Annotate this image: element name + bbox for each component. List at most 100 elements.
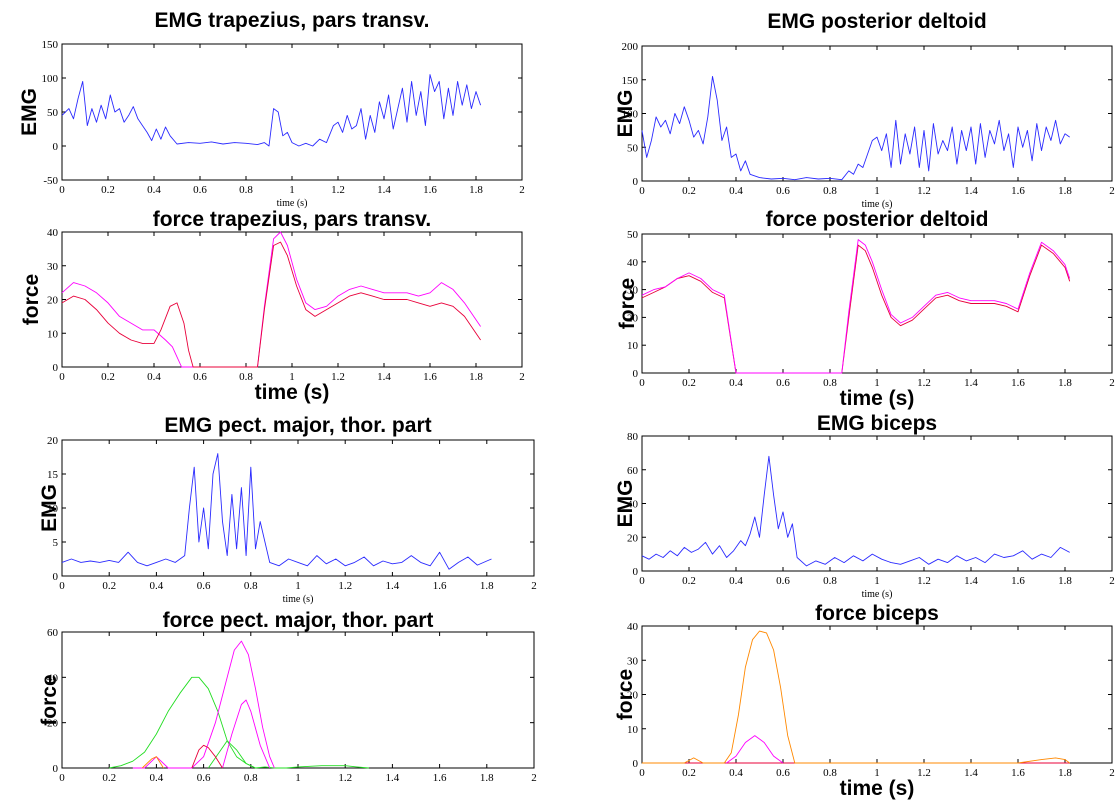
y-axis-label: EMG: [18, 88, 41, 136]
y-tick-label: 30: [627, 285, 639, 297]
series-line-red: [191, 744, 223, 769]
axes-frame: [641, 45, 1113, 182]
x-tick-label: 2: [1109, 185, 1115, 197]
x-tick-label: 0: [59, 184, 65, 196]
x-tick-label: 0.2: [102, 772, 116, 784]
y-tick-label: 0: [53, 362, 59, 374]
x-tick-label: 0.6: [776, 767, 790, 779]
series-line-orange: [141, 756, 164, 769]
x-tick-label: 1.6: [1011, 185, 1025, 197]
y-axis-label: EMG: [38, 484, 61, 532]
axes-frame: [641, 233, 1113, 374]
x-tick-label: 0.4: [150, 772, 164, 784]
x-tick-label: 2: [1109, 575, 1115, 587]
x-tick-label: 1.8: [1058, 185, 1072, 197]
x-tick-label: 0: [639, 767, 645, 779]
x-tick-label: 0.8: [239, 371, 253, 383]
x-axis-label: time (s): [862, 199, 893, 210]
y-tick-label: 100: [622, 109, 639, 121]
x-tick-label: 1.4: [964, 767, 978, 779]
x-tick-label: 0: [59, 772, 65, 784]
y-tick-label: 0: [53, 141, 59, 153]
x-tick-label: 2: [531, 772, 537, 784]
y-axis-label: EMG: [614, 480, 637, 528]
y-axis-label: EMG: [614, 90, 637, 138]
series-line-red: [61, 241, 481, 368]
x-tick-label: 0.2: [101, 371, 115, 383]
x-tick-label: 1.8: [1058, 767, 1072, 779]
subplot-force-delt: 0 0.2 0.4 0.6 0.8 1 1.2 1.4 1.6 1.8 201020304050fo…: [616, 208, 1115, 410]
x-tick-label: 0.6: [776, 575, 790, 587]
x-tick-label: 1.4: [377, 184, 391, 196]
x-tick-label: 0.6: [193, 184, 207, 196]
x-tick-label: 1.6: [1011, 767, 1025, 779]
x-tick-label: 1: [874, 377, 880, 389]
x-tick-label: 1.6: [1011, 575, 1025, 587]
subplot-title: EMG posterior deltoid: [767, 10, 986, 33]
y-tick-label: 50: [47, 107, 59, 119]
axes-frame: [61, 231, 523, 368]
y-tick-label: 10: [627, 340, 639, 352]
x-tick-label: 0: [59, 580, 65, 592]
y-tick-label: 200: [622, 41, 639, 53]
x-tick-label: 2: [1109, 377, 1115, 389]
x-tick-label: 1.8: [1058, 377, 1072, 389]
axes-frame: [641, 625, 1113, 764]
x-tick-label: 0.4: [150, 580, 164, 592]
x-tick-label: 1.8: [469, 371, 483, 383]
x-tick-label: 0.4: [147, 371, 161, 383]
y-tick-label: 150: [622, 75, 639, 87]
x-tick-label: 0.4: [729, 185, 743, 197]
y-tick-label: 50: [627, 142, 639, 154]
series-line-magenta: [222, 699, 271, 769]
subplot-emg-biceps: 0 0.2 0.4 0.6 0.8 1 1.2 1.4 1.6 1.8 2020406080EMG …: [614, 412, 1115, 600]
subplot-title: EMG pect. major, thor. part: [164, 414, 431, 437]
x-tick-label: 1.6: [433, 772, 447, 784]
x-tick-label: 1: [289, 184, 295, 196]
x-tick-label: 1.2: [917, 767, 931, 779]
x-tick-label: 1.2: [917, 185, 931, 197]
series-line-magenta: [726, 735, 784, 764]
series-line-magenta: [641, 239, 1071, 374]
x-tick-label: 0: [639, 377, 645, 389]
subplot-force-trap: 0 0.2 0.4 0.6 0.8 1 1.2 1.4 1.6 1.8 2010203040forc…: [20, 208, 525, 404]
y-tick-label: 80: [627, 431, 639, 443]
subplot-emg-delt: 0 0.2 0.4 0.6 0.8 1 1.2 1.4 1.6 1.8 2 0 50 100 150 200 E…: [614, 10, 1115, 210]
subplot-force-pect: 0 0.2 0.4 0.6 0.8 1 1.2 1.4 1.6 1.8 20204060force …: [38, 609, 537, 784]
y-tick-label: 10: [47, 503, 59, 515]
subplot-title: force trapezius, pars transv.: [153, 208, 432, 231]
x-tick-label: 1: [289, 371, 295, 383]
y-tick-label: 0: [633, 368, 639, 380]
y-tick-label: 20: [627, 312, 639, 324]
y-axis-label: force: [20, 274, 43, 325]
y-tick-label: 40: [627, 499, 639, 511]
x-axis-label: time (s): [840, 387, 915, 410]
x-tick-label: 1.8: [469, 184, 483, 196]
x-tick-label: 0.2: [682, 377, 696, 389]
axes-frame: [61, 43, 523, 181]
axes-frame: [641, 435, 1113, 572]
y-tick-label: 50: [627, 229, 639, 241]
x-tick-label: 0.8: [239, 184, 253, 196]
x-axis-label: time (s): [840, 777, 915, 800]
x-tick-label: 1: [295, 772, 301, 784]
y-tick-label: 20: [47, 295, 59, 307]
series-line-orange: [642, 630, 1070, 764]
y-tick-label: 40: [47, 672, 59, 684]
y-tick-label: 0: [53, 763, 59, 775]
y-tick-label: 10: [47, 328, 59, 340]
y-tick-label: 40: [627, 257, 639, 269]
x-tick-label: 0.4: [729, 575, 743, 587]
x-tick-label: 2: [1109, 767, 1115, 779]
x-tick-label: 1.8: [480, 580, 494, 592]
x-tick-label: 0.4: [147, 184, 161, 196]
x-tick-label: 0.4: [729, 767, 743, 779]
x-tick-label: 1.6: [1011, 377, 1025, 389]
y-tick-label: 0: [633, 176, 639, 188]
subplot-title: EMG biceps: [817, 412, 937, 435]
y-tick-label: -50: [43, 175, 58, 187]
series-line-blue: [61, 453, 492, 570]
x-tick-label: 1.2: [338, 580, 352, 592]
x-tick-label: 0.8: [244, 772, 258, 784]
x-tick-label: 1: [874, 185, 880, 197]
